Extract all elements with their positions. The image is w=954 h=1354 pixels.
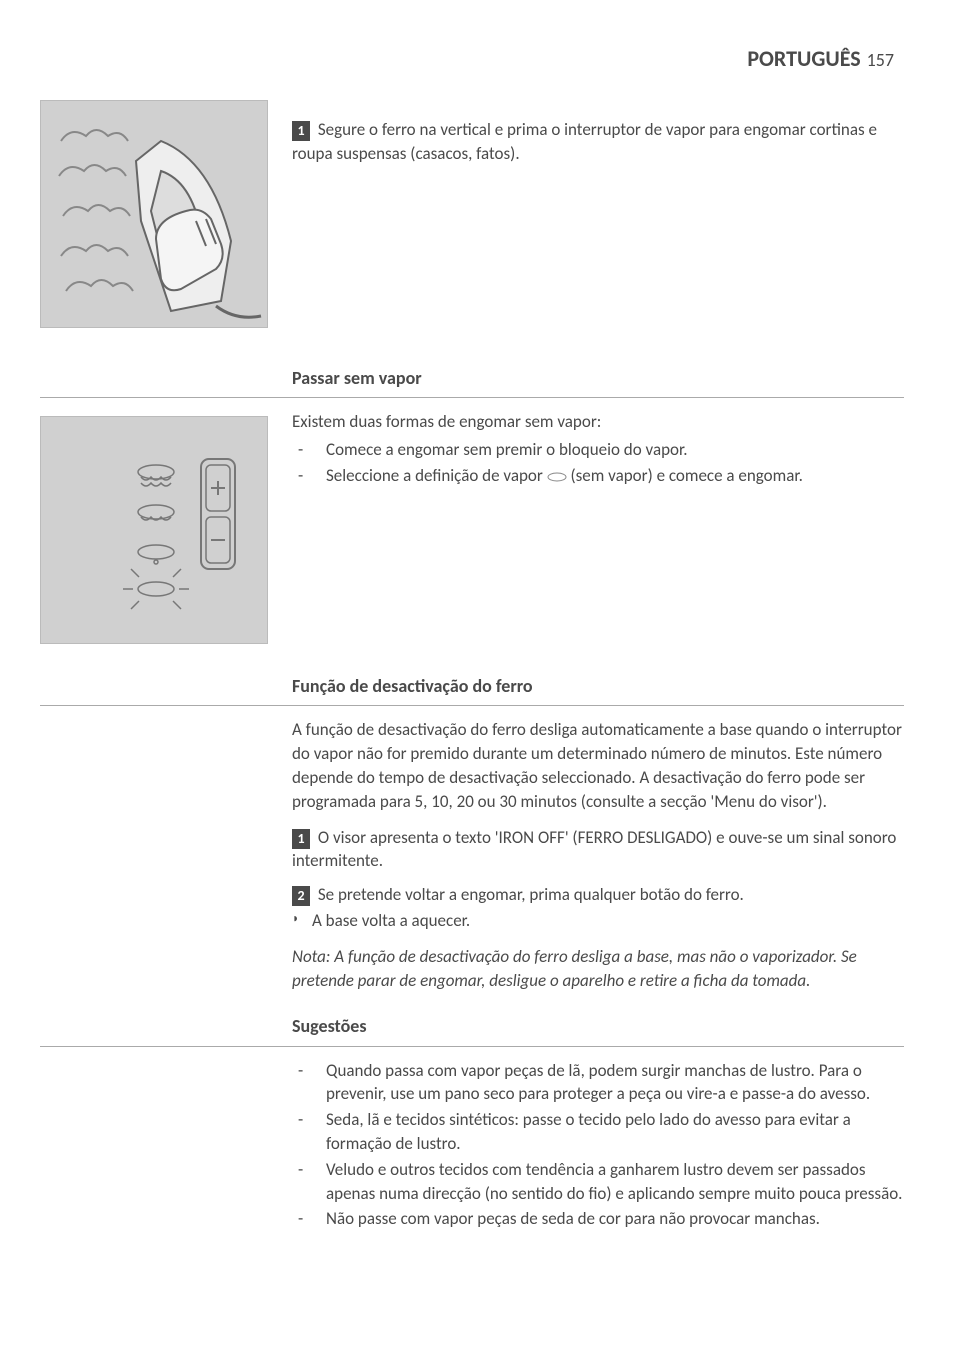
header-lang: PORTUGUÊS [747, 45, 860, 72]
figure-column-1 [40, 100, 280, 328]
list-item: Seleccione a definição de vapor (sem vap… [292, 464, 904, 488]
heading-tips: Sugestões [40, 1014, 904, 1046]
text-column-4: Sugestões Quando passa com vapor peças d… [280, 996, 904, 1233]
no-steam-intro: Existem duas formas de engomar sem vapor… [292, 410, 904, 434]
step-1: 1 Segure o ferro na vertical e prima o i… [292, 118, 904, 166]
auto-off-step-2-text: Se pretende voltar a engomar, prima qual… [318, 884, 744, 905]
text-column-1: 1 Segure o ferro na vertical e prima o i… [280, 100, 904, 328]
page-content: 1 Segure o ferro na vertical e prima o i… [40, 100, 904, 1233]
auto-off-step-2: 2 Se pretende voltar a engomar, prima qu… [292, 883, 904, 907]
step-number-1: 1 [292, 121, 310, 141]
step-number-1b: 1 [292, 829, 310, 849]
auto-off-step-1-text: O visor apresenta o texto 'IRON OFF' (FE… [292, 827, 896, 872]
heading-auto-off: Função de desactivação do ferro [40, 674, 904, 706]
header-page: 157 [867, 49, 894, 71]
figure-iron-vertical [40, 100, 268, 328]
heading-no-steam: Passar sem vapor [40, 366, 904, 398]
tips-list: Quando passa com vapor peças de lã, pode… [292, 1059, 904, 1232]
list-item-text-a: Seleccione a definição de vapor [326, 465, 547, 486]
section-vertical-steam: 1 Segure o ferro na vertical e prima o i… [40, 100, 904, 328]
step-1-text: Segure o ferro na vertical e prima o int… [292, 119, 877, 164]
list-item: Não passe com vapor peças de seda de cor… [292, 1207, 904, 1231]
section-auto-off: Função de desactivação do ferro A função… [40, 656, 904, 992]
list-item: Seda, lã e tecidos sintéticos: passe o t… [292, 1108, 904, 1156]
list-item: Veludo e outros tecidos com tendência a … [292, 1158, 904, 1206]
section-no-steam: Passar sem vapor [40, 348, 904, 410]
list-item: Quando passa com vapor peças de lã, pode… [292, 1059, 904, 1107]
list-item: Comece a engomar sem premir o bloqueio d… [292, 438, 904, 462]
step-number-2: 2 [292, 886, 310, 906]
text-column-3: Função de desactivação do ferro A função… [280, 656, 904, 992]
section-tips: Sugestões Quando passa com vapor peças d… [40, 996, 904, 1233]
no-steam-icon [547, 471, 567, 483]
section-no-steam-body: Existem duas formas de engomar sem vapor… [40, 410, 904, 644]
text-column-2: Passar sem vapor [280, 348, 904, 410]
auto-off-para: A função de desactivação do ferro deslig… [292, 718, 904, 813]
auto-off-step-1: 1 O visor apresenta o texto 'IRON OFF' (… [292, 826, 904, 874]
figure-column-2b [40, 410, 280, 644]
auto-off-result-text: A base volta a aquecer. [312, 910, 470, 931]
list-item-text-b: (sem vapor) e comece a engomar. [570, 465, 802, 486]
auto-off-result: A base volta a aquecer. [292, 909, 904, 933]
page-header: PORTUGUÊS 157 [747, 45, 894, 72]
figure-steam-panel [40, 416, 268, 644]
text-column-2b: Existem duas formas de engomar sem vapor… [280, 410, 904, 644]
auto-off-note: Nota: A função de desactivação do ferro … [292, 945, 904, 993]
no-steam-list: Comece a engomar sem premir o bloqueio d… [292, 438, 904, 488]
